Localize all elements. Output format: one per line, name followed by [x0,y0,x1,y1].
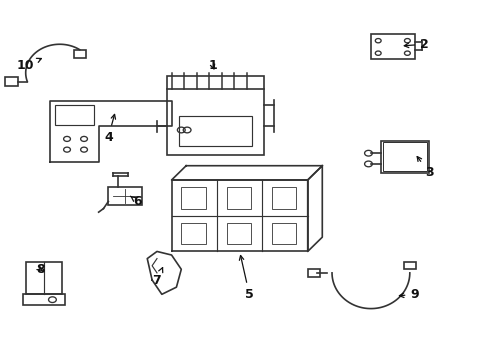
Text: 6: 6 [130,195,142,208]
Text: 8: 8 [36,263,44,276]
Text: 2: 2 [404,38,428,51]
Text: 1: 1 [208,59,217,72]
Text: 10: 10 [17,58,41,72]
Text: 3: 3 [416,157,433,179]
Text: 9: 9 [399,288,418,301]
Text: 4: 4 [104,114,115,144]
Text: 5: 5 [239,256,253,301]
Text: 7: 7 [152,267,163,287]
